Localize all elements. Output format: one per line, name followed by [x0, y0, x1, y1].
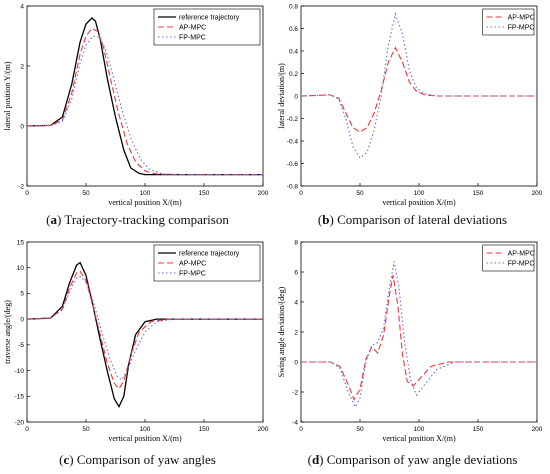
legend-label: FP-MPC: [508, 25, 535, 32]
x-tick-label: 200: [532, 426, 543, 433]
caption-b: (b) Comparison of lateral deviations: [317, 212, 508, 227]
y-tick-label: 0: [294, 93, 298, 100]
x-axis-label: vertical position X/(m): [382, 434, 456, 443]
x-axis-label: vertical position X/(m): [108, 434, 182, 443]
x-tick-label: 150: [199, 190, 210, 197]
y-tick-label: -20: [15, 419, 25, 426]
y-tick-label: 5: [20, 291, 24, 298]
caption-a-text: Trajectory-tracking comparison: [64, 212, 229, 227]
legend-label: reference trajectory: [179, 251, 240, 258]
chart-4: 0 50 100 150 200 -4 -2 0 2 4 6 8 vertical position X…: [277, 239, 543, 443]
y-tick-label: -5: [18, 342, 24, 349]
y-tick-label: 0: [20, 316, 24, 323]
x-tick-label: 150: [199, 426, 210, 433]
caption-d: (d) Comparison of yaw angle deviations: [307, 452, 518, 467]
x-tick-label: 0: [299, 426, 303, 433]
y-axis-label: lateral position Y/(m): [3, 61, 12, 130]
series-line-2: [301, 261, 537, 409]
y-tick-label: 6: [294, 269, 298, 276]
caption-c: (c) Comparison of yaw angles: [59, 452, 216, 467]
x-axis-label: vertical position X/(m): [108, 198, 182, 207]
caption-a: (a) Trajectory-tracking comparison: [46, 212, 229, 227]
series-line-1: [26, 17, 263, 176]
y-tick-label: -4: [292, 419, 298, 426]
series-line-3: [26, 35, 263, 176]
y-axis-label: traverse angle/(deg): [3, 300, 12, 364]
x-tick-label: 0: [25, 190, 29, 197]
legend-label: FP-MPC: [508, 261, 535, 268]
caption-b-text: Comparison of lateral deviations: [337, 212, 508, 227]
legend: reference trajectory AP-MPC FP-MPC: [153, 8, 261, 46]
x-tick-label: 100: [140, 426, 151, 433]
series-line-1: [26, 261, 263, 408]
y-tick-label: -2: [292, 389, 298, 396]
y-tick-label: -0.6: [287, 161, 299, 168]
caption-a-tag: a: [50, 212, 57, 227]
y-axis-label: Swing angle deviation/(deg): [277, 286, 286, 377]
y-tick-label: -10: [15, 368, 25, 375]
y-tick-label: -0.8: [287, 183, 299, 190]
y-tick-label: 4: [294, 299, 298, 306]
y-tick-label: 0: [20, 123, 24, 130]
x-tick-label: 100: [414, 426, 425, 433]
y-tick-label: -15: [15, 394, 25, 401]
series-line-2: [26, 270, 263, 390]
chart-3: 0 50 100 150 200 -20 -15 -10 -5 0 5 10 15 vertical po…: [3, 239, 269, 443]
x-tick-label: 100: [140, 190, 151, 197]
caption-c-tag: c: [63, 452, 70, 467]
legend-label: reference trajectory: [179, 15, 240, 22]
legend: AP-MPC FP-MPC: [482, 244, 535, 272]
x-tick-label: 100: [414, 190, 425, 197]
x-tick-label: 0: [25, 426, 29, 433]
legend-label: AP-MPC: [508, 15, 535, 22]
y-tick-label: 15: [17, 239, 25, 246]
y-tick-label: -0.4: [287, 138, 299, 145]
series-line-2: [26, 27, 263, 176]
y-tick-label: 2: [294, 329, 298, 336]
legend-label: FP-MPC: [179, 35, 206, 42]
caption-d-text: Comparison of yaw angle deviations: [326, 452, 518, 467]
legend: AP-MPC FP-MPC: [482, 8, 535, 36]
legend-box: [482, 8, 535, 36]
x-tick-label: 50: [356, 190, 364, 197]
y-tick-label: 0: [294, 359, 298, 366]
y-tick-label: 8: [294, 239, 298, 246]
legend-label: AP-MPC: [508, 251, 535, 258]
y-axis-label: lateral deviation/(m): [277, 63, 286, 129]
chart-2: 0 50 100 150 200 -0.8 -0.6 -0.4 -0.2 0 0.2 0.4 0.6 0.…: [277, 3, 543, 207]
legend-box: [482, 244, 535, 272]
x-tick-label: 0: [299, 190, 303, 197]
caption-d-tag: d: [311, 452, 320, 467]
series-line-1: [301, 274, 537, 401]
y-tick-label: -2: [18, 183, 24, 190]
y-tick-label: 0.8: [289, 3, 298, 10]
y-tick-label: 0.6: [289, 26, 298, 33]
legend-label: FP-MPC: [179, 271, 206, 278]
legend-label: AP-MPC: [179, 261, 206, 268]
y-tick-label: -0.2: [287, 116, 299, 123]
x-tick-label: 50: [82, 426, 90, 433]
x-axis-label: vertical position X/(m): [382, 198, 456, 207]
x-tick-label: 50: [82, 190, 90, 197]
x-tick-label: 150: [473, 426, 484, 433]
x-tick-label: 200: [258, 190, 269, 197]
y-tick-label: 2: [20, 63, 24, 70]
y-tick-label: 4: [20, 3, 24, 10]
y-tick-label: 10: [17, 265, 25, 272]
legend-label: AP-MPC: [179, 25, 206, 32]
y-tick-label: 0.2: [289, 71, 298, 78]
x-tick-label: 200: [532, 190, 543, 197]
x-tick-label: 150: [473, 190, 484, 197]
legend: reference trajectory AP-MPC FP-MPC: [153, 244, 261, 282]
caption-b-tag: b: [322, 212, 330, 227]
y-tick-label: 0.4: [289, 48, 298, 55]
x-tick-label: 200: [258, 426, 269, 433]
series-line-2: [300, 11, 537, 159]
series-line-3: [26, 275, 263, 381]
caption-c-text: Comparison of yaw angles: [76, 452, 216, 467]
x-tick-label: 50: [356, 426, 364, 433]
